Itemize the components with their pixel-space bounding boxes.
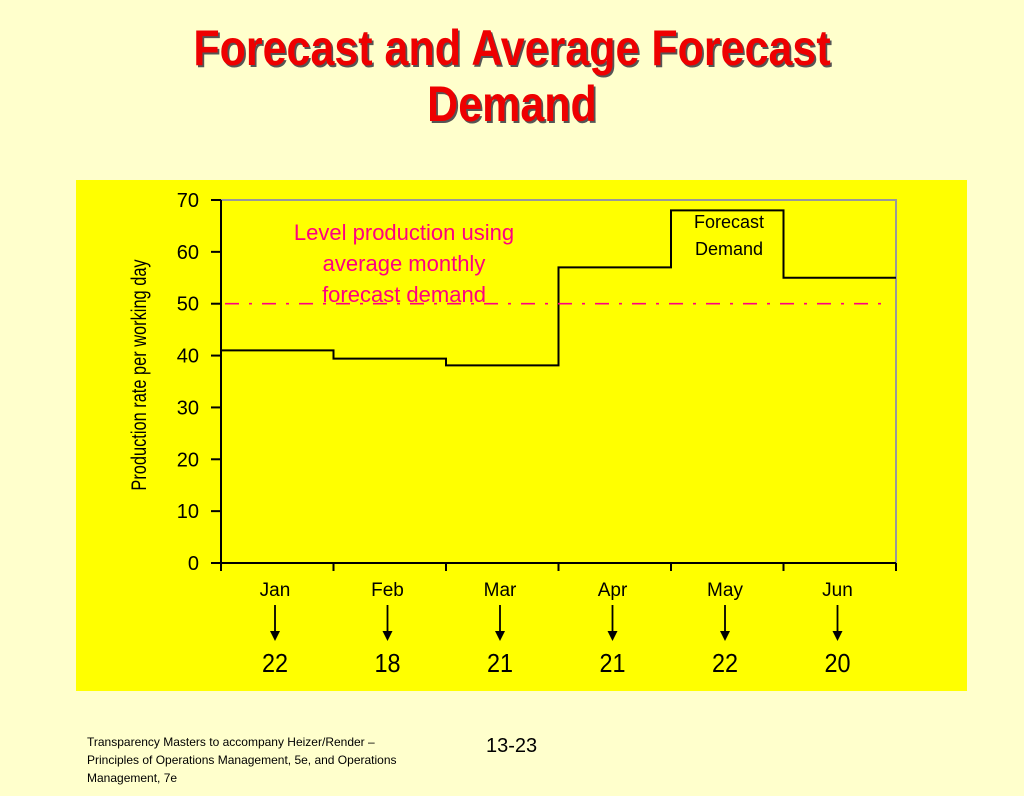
y-axis-label: Production rate per working day [127, 259, 150, 491]
working-day-markers: 22 18 21 21 22 20 [262, 605, 851, 678]
category-label: Apr [598, 580, 628, 601]
working-days-value: 20 [824, 650, 850, 678]
level-label-line: forecast demand [322, 282, 486, 307]
category-label: May [707, 580, 743, 601]
arrow-head-icon [495, 631, 505, 641]
category-label: Feb [371, 580, 404, 601]
y-tick-label: 0 [188, 553, 199, 575]
slide-title: Forecast and Average Forecast Demand [72, 20, 953, 132]
annotations: Level production using average monthly for… [294, 212, 764, 307]
title-line-1: Forecast and Average Forecast [193, 20, 831, 76]
y-tick-label: 40 [177, 346, 199, 368]
forecast-label-line: Demand [695, 239, 763, 259]
arrow-head-icon [720, 631, 730, 641]
category-labels: Jan Feb Mar Apr May Jun [260, 580, 853, 601]
y-tick-label: 70 [177, 190, 199, 212]
series-lines [221, 209, 896, 367]
forecast-label-line: Forecast [694, 212, 764, 232]
arrow-head-icon [607, 631, 618, 641]
level-label-line: average monthly [323, 251, 486, 276]
footer-source: Transparency Masters to accompany Heizer… [87, 735, 397, 785]
arrow-head-icon [832, 631, 843, 641]
title-line-2: Demand [427, 76, 597, 132]
y-ticks: 0 10 20 30 40 50 60 70 [177, 190, 221, 575]
arrow-head-icon [270, 631, 280, 641]
chart-panel: 0 10 20 30 40 50 60 70 Jan Feb Mar Apr May Jun 22 18 2… [76, 180, 967, 691]
chart-axes [220, 199, 897, 571]
category-label: Jan [260, 580, 291, 601]
level-label-line: Level production using [294, 220, 514, 245]
y-tick-label: 30 [177, 397, 199, 419]
slide-number: 13-23 [486, 735, 538, 757]
y-tick-label: 10 [177, 501, 199, 523]
working-days-value: 22 [262, 650, 288, 678]
working-days-value: 21 [487, 650, 513, 678]
category-label: Mar [484, 580, 517, 601]
y-tick-label: 60 [177, 242, 199, 264]
y-tick-label: 50 [177, 294, 199, 316]
working-days-value: 18 [374, 650, 400, 678]
series-forecast-step [221, 209, 896, 367]
working-days-value: 22 [712, 650, 738, 678]
category-label: Jun [822, 580, 853, 601]
arrow-head-icon [382, 631, 393, 641]
y-tick-label: 20 [177, 449, 199, 471]
working-days-value: 21 [599, 650, 625, 678]
